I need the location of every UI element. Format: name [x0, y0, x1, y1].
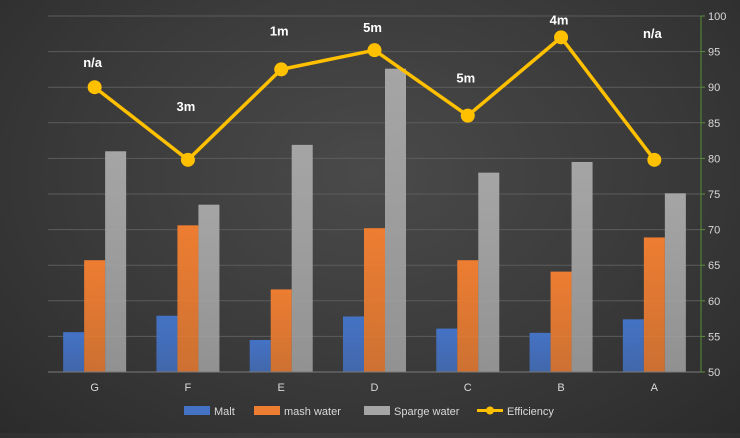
- y-tick-label: 60: [708, 296, 720, 308]
- x-tick-label: D: [371, 382, 379, 394]
- bar-sparge-water: [291, 144, 313, 372]
- efficiency-data-label: 1m: [270, 23, 289, 38]
- y-tick-label: 65: [708, 260, 720, 272]
- y-tick-label: 75: [708, 189, 720, 201]
- efficiency-marker: [460, 108, 475, 123]
- efficiency-line: [87, 30, 662, 167]
- bar-mash-water: [84, 260, 106, 372]
- bar-sparge-water: [385, 68, 406, 373]
- bar-mash-water: [643, 237, 665, 372]
- y-tick-label: 80: [708, 153, 720, 165]
- legend-label: Sparge water: [394, 406, 460, 418]
- bar-mash-water: [364, 228, 385, 372]
- bar-sparge-water: [198, 204, 220, 372]
- efficiency-data-label: 5m: [456, 71, 475, 86]
- legend-item-malt: Malt: [184, 406, 235, 418]
- axes: 50 55 60 65 70 75 80 85 90 95 100 G F E D C B A: [48, 11, 726, 394]
- y-tick-label: 70: [708, 225, 720, 237]
- bar-malt: [622, 319, 644, 372]
- legend-label: Malt: [214, 406, 235, 418]
- bar-malt: [436, 328, 458, 372]
- y-tick-label: 50: [708, 367, 720, 379]
- legend-swatch: [254, 406, 280, 415]
- data-labels: n/a 3m 1m 5m 5m 4m n/a: [83, 12, 662, 113]
- x-tick-label: G: [90, 382, 99, 394]
- bar-sparge-water: [571, 161, 593, 372]
- legend-label: Efficiency: [507, 406, 554, 418]
- efficiency-marker: [180, 152, 195, 167]
- efficiency-marker: [647, 152, 662, 167]
- legend-swatch: [364, 406, 390, 415]
- bar-malt: [63, 332, 85, 372]
- y-tick-label: 55: [708, 331, 720, 343]
- bar-mash-water: [270, 289, 292, 372]
- y-tick-label: 100: [708, 11, 726, 23]
- efficiency-data-label: 5m: [363, 20, 382, 35]
- bar-malt: [529, 332, 551, 372]
- bar-malt: [249, 339, 271, 372]
- bar-mash-water: [177, 225, 199, 372]
- efficiency-data-label: 4m: [550, 12, 569, 27]
- bar-mash-water: [457, 260, 479, 372]
- bar-malt: [156, 315, 178, 372]
- bar-sparge-water: [478, 172, 500, 372]
- x-tick-label: F: [185, 382, 192, 394]
- efficiency-data-label: n/a: [83, 55, 103, 70]
- y-tick-label: 95: [708, 47, 720, 59]
- efficiency-data-label: n/a: [643, 26, 663, 41]
- x-tick-label: C: [464, 382, 472, 394]
- bar-sparge-water: [105, 151, 127, 372]
- legend-item-mash-water: mash water: [254, 406, 341, 418]
- bar-mash-water: [550, 271, 572, 372]
- y-tick-label: 90: [708, 82, 720, 94]
- legend-item-efficiency: Efficiency: [477, 406, 554, 418]
- bar-series: [63, 68, 686, 373]
- efficiency-data-label: 3m: [177, 99, 196, 114]
- legend-marker: [486, 406, 494, 415]
- legend-swatch: [184, 406, 210, 415]
- legend-item-sparge-water: Sparge water: [364, 406, 460, 418]
- bar-sparge-water: [664, 193, 686, 372]
- y-tick-label: 85: [708, 118, 720, 130]
- efficiency-marker: [87, 80, 102, 95]
- bar-malt: [343, 316, 364, 372]
- legend: Malt mash water Sparge water Efficiency: [184, 406, 554, 418]
- efficiency-marker: [274, 62, 289, 77]
- efficiency-marker: [554, 30, 569, 45]
- efficiency-marker: [367, 43, 382, 58]
- x-tick-label: B: [557, 382, 564, 394]
- x-tick-label: E: [278, 382, 285, 394]
- x-tick-label: A: [651, 382, 659, 394]
- legend-label: mash water: [284, 406, 341, 418]
